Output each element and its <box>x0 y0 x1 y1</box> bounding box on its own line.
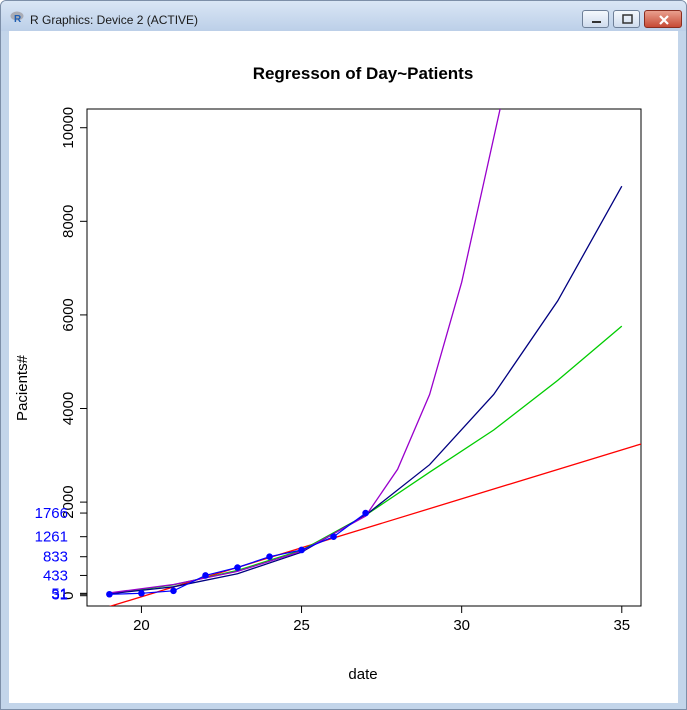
window-title: R Graphics: Device 2 (ACTIVE) <box>30 13 199 27</box>
y-value-label: 31 <box>51 586 68 603</box>
observed-line <box>109 512 366 595</box>
regression-line-1 <box>108 443 641 606</box>
x-tick-label: 25 <box>293 617 310 634</box>
y-value-label: 1261 <box>35 529 68 546</box>
y-tick-label: 0 <box>60 592 77 600</box>
y-tick-label: 6000 <box>60 298 77 331</box>
plot-frame <box>86 108 642 607</box>
regression-chart: Regresson of Day~Patients date Pacients#… <box>14 64 642 683</box>
svg-text:R: R <box>14 14 22 23</box>
data-point <box>266 553 273 561</box>
close-icon <box>659 15 669 25</box>
data-point <box>298 546 305 554</box>
y-tick-label: 8000 <box>60 205 77 238</box>
y-tick-label: 2000 <box>60 485 77 518</box>
close-button[interactable] <box>644 10 682 28</box>
maximize-button[interactable] <box>613 10 640 28</box>
data-point <box>330 533 337 540</box>
data-point <box>170 587 177 595</box>
r-logo-icon: R <box>10 11 24 23</box>
data-point <box>202 572 209 579</box>
data-point <box>362 509 369 517</box>
y-axis-label: Pacients# <box>14 354 31 421</box>
y-value-label: 833 <box>43 549 68 566</box>
y-tick-label: 10000 <box>60 107 77 149</box>
regression-line-2 <box>109 325 623 595</box>
chart-title: Regresson of Day~Patients <box>253 64 474 83</box>
y-value-label: 51 <box>51 585 68 602</box>
maximize-icon <box>622 14 633 24</box>
minimize-icon <box>592 21 601 23</box>
x-axis-label: date <box>348 666 377 683</box>
y-value-label: 433 <box>43 567 68 584</box>
title-bar[interactable]: R R Graphics: Device 2 (ACTIVE) <box>1 1 686 31</box>
x-tick-label: 30 <box>453 617 470 634</box>
data-point <box>106 590 113 598</box>
x-tick-label: 20 <box>133 617 150 634</box>
x-tick-label: 35 <box>613 617 630 634</box>
regression-line-4 <box>109 109 501 594</box>
minimize-button[interactable] <box>582 10 609 28</box>
data-point <box>234 564 241 571</box>
y-value-label: 1766 <box>35 505 68 522</box>
y-tick-label: 4000 <box>60 392 77 425</box>
plot-area: Regresson of Day~Patients date Pacients#… <box>9 31 678 703</box>
data-point <box>138 590 145 597</box>
